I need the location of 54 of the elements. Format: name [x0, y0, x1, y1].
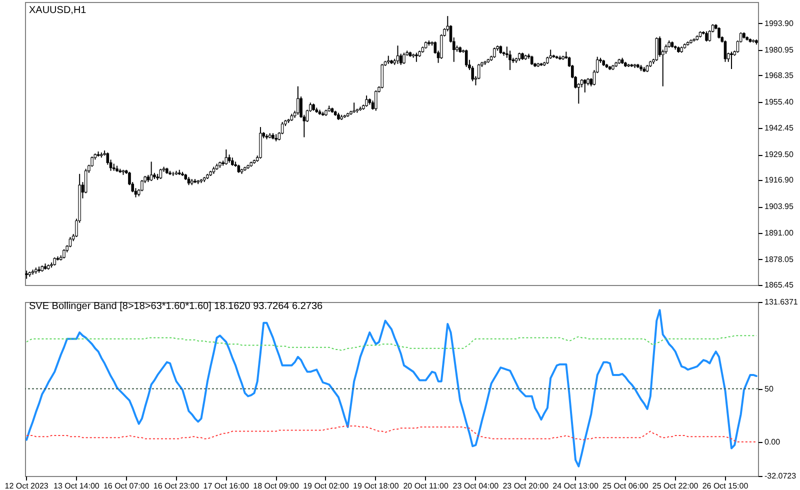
x-tick-label: 13 Oct 14:00: [54, 482, 100, 490]
y-tick-label: 1955.40: [764, 97, 794, 106]
candlestick: [493, 47, 496, 58]
y-tick-label: 1980.95: [764, 45, 794, 54]
x-tick-label: 20 Oct 11:00: [403, 482, 449, 490]
x-tick-label: 23 Oct 04:00: [452, 482, 500, 490]
y-tick-label: 50: [764, 384, 774, 394]
x-tick-label: 19 Oct 18:00: [353, 482, 400, 490]
y-tick-label: 1942.45: [764, 124, 794, 133]
candlestick: [583, 78, 586, 93]
y-tick-label: 1916.90: [764, 176, 794, 185]
candlestick: [530, 55, 534, 66]
y-tick-label: -32.0723: [764, 472, 797, 480]
candlestick: [365, 94, 368, 108]
y-tick-label: 1929.50: [764, 150, 794, 160]
x-tick-label: 25 Oct 06:00: [602, 482, 649, 490]
candlestick: [508, 50, 512, 71]
candlestick: [159, 168, 162, 180]
chart-title: XAUUSD,H1: [29, 5, 87, 16]
y-tick-label: 1865.45: [764, 280, 794, 290]
candlestick: [464, 49, 468, 68]
x-tick-label: 18 Oct 09:00: [253, 482, 300, 490]
y-tick-label: 1891.00: [764, 228, 794, 238]
candlestick: [415, 52, 418, 62]
x-tick-label: 17 Oct 16:00: [203, 482, 250, 490]
candlestick: [655, 36, 658, 62]
candlestick: [380, 63, 384, 89]
candlestick: [705, 30, 708, 42]
candlestick: [296, 86, 300, 116]
candlestick: [724, 40, 727, 62]
x-tick-label: 19 Oct 02:00: [303, 482, 350, 490]
x-tick-label: 25 Oct 22:00: [652, 482, 699, 490]
y-tick-label: 0.00: [764, 437, 781, 446]
x-tick-label: 16 Oct 07:00: [103, 482, 150, 490]
y-tick-label: 1903.95: [764, 202, 794, 212]
candlestick: [352, 102, 356, 114]
y-tick-label: 1968.35: [764, 70, 794, 80]
x-tick-label: 26 Oct 15:00: [702, 482, 749, 490]
x-tick-label: 23 Oct 20:00: [502, 482, 550, 490]
line-series: [26, 425, 757, 442]
x-tick-label: 12 Oct 2023: [4, 482, 49, 490]
y-tick-label: 131.6371: [764, 298, 798, 306]
x-tick-label: 16 Oct 23:00: [153, 482, 200, 490]
candlestick: [150, 161, 153, 182]
candlestick: [374, 90, 378, 112]
chart-title: SVE Bollinger Band [8>18>63*1.60*1.60] 18.1620 93.7264 6.2736: [29, 301, 324, 312]
candlestick: [718, 26, 720, 39]
x-tick-label: 24 Oct 13:00: [552, 482, 599, 490]
line-series: [26, 335, 757, 352]
y-tick-label: 1878.05: [764, 254, 794, 264]
candlestick: [730, 51, 733, 70]
candlestick: [402, 52, 406, 64]
candlestick: [62, 248, 66, 259]
y-tick-label: 1993.90: [764, 18, 794, 28]
